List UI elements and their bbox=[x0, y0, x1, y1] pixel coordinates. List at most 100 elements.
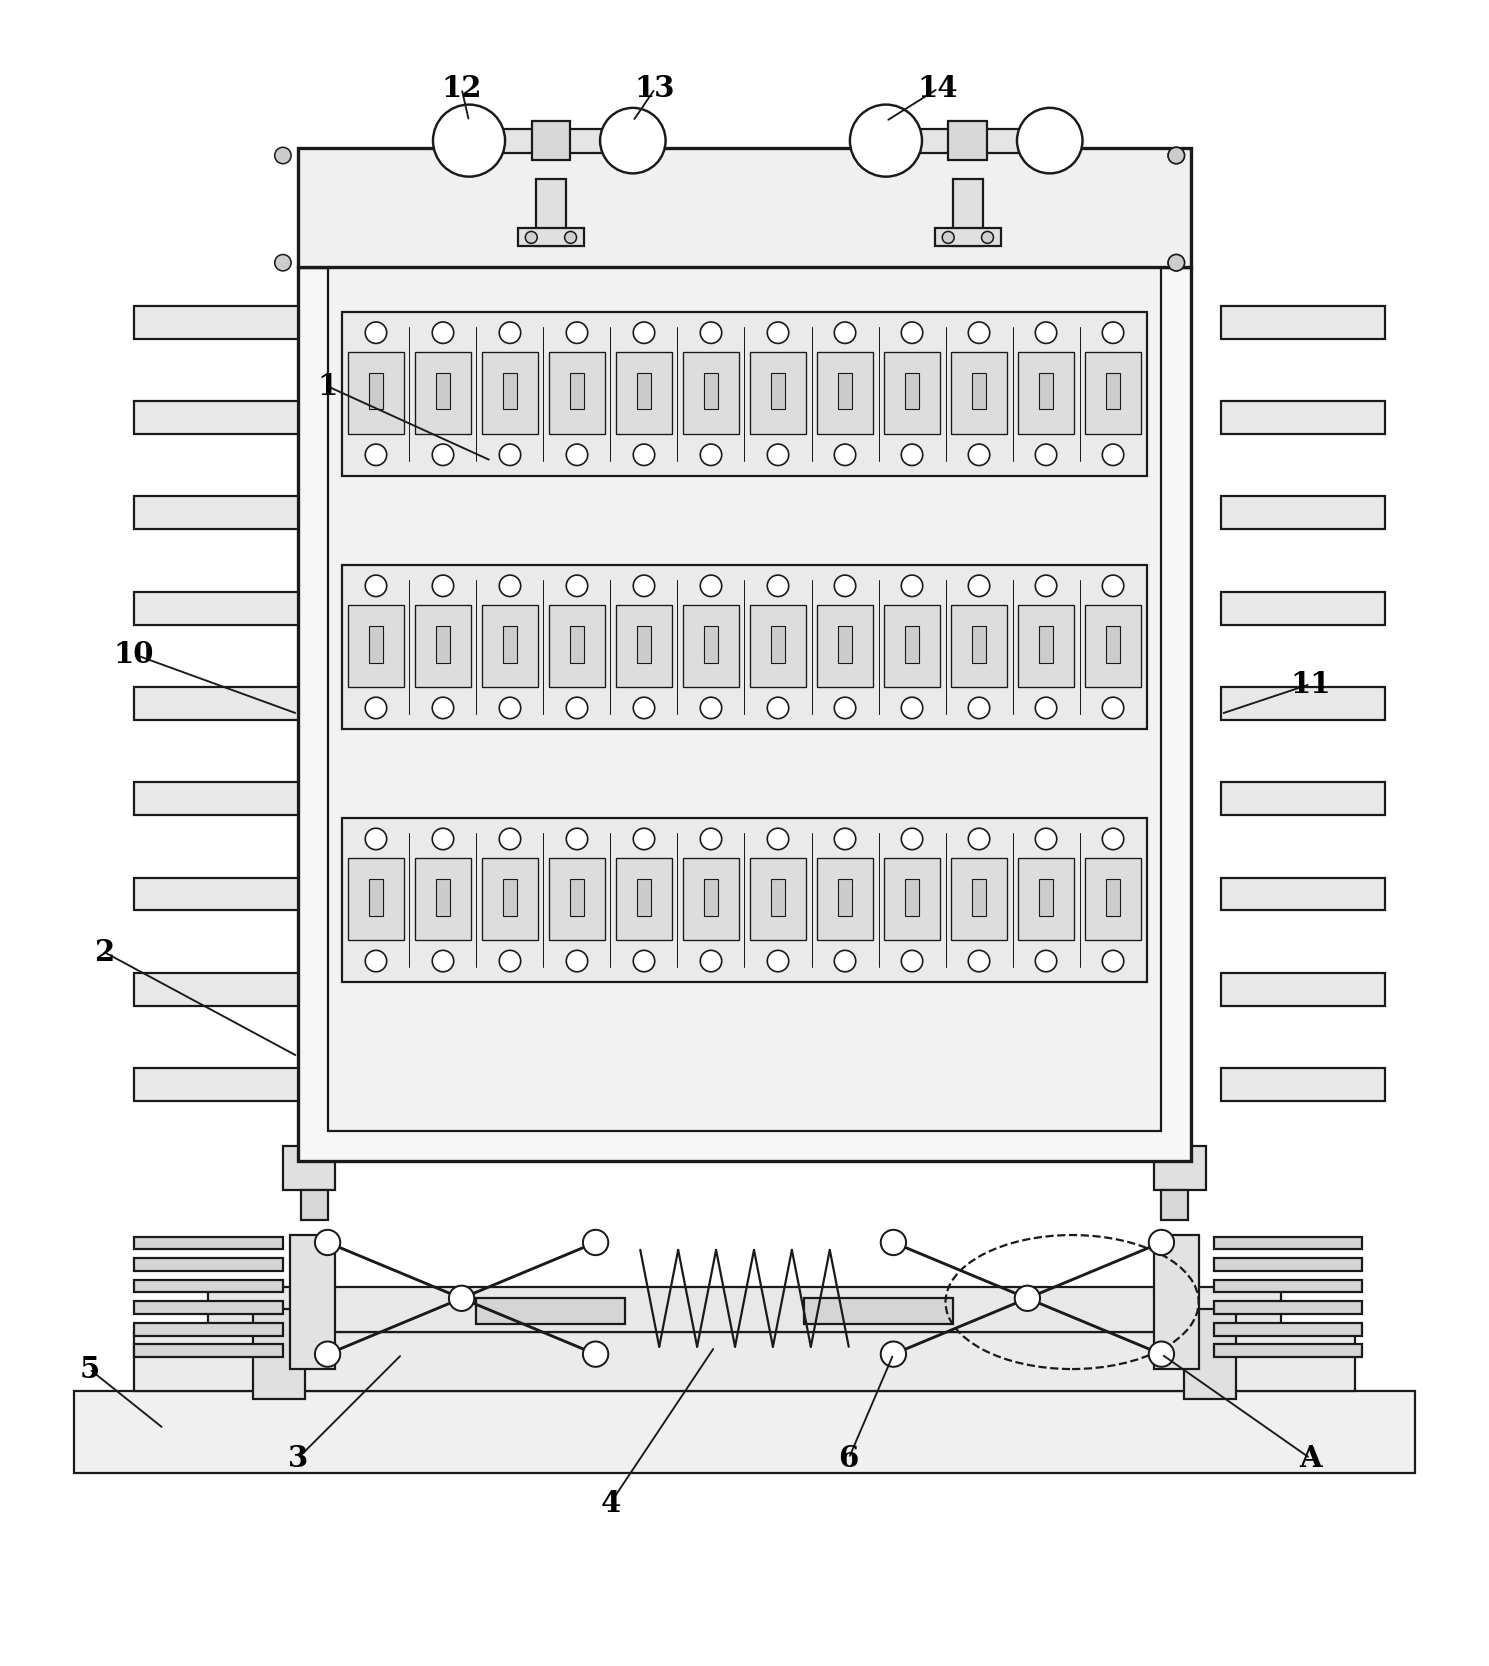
Circle shape bbox=[365, 696, 387, 718]
Circle shape bbox=[564, 232, 576, 243]
Circle shape bbox=[834, 322, 856, 343]
Bar bbox=[570, 626, 584, 663]
Bar bbox=[816, 352, 873, 433]
Bar bbox=[1106, 626, 1120, 663]
Bar bbox=[503, 878, 517, 916]
Circle shape bbox=[968, 445, 990, 465]
Bar bbox=[134, 686, 298, 720]
Circle shape bbox=[450, 1286, 474, 1311]
Bar bbox=[134, 1279, 283, 1293]
Bar bbox=[682, 352, 739, 433]
Circle shape bbox=[316, 1341, 339, 1366]
Bar bbox=[1214, 1279, 1362, 1293]
Circle shape bbox=[981, 232, 993, 243]
Bar bbox=[549, 858, 605, 940]
Bar bbox=[570, 373, 584, 410]
Circle shape bbox=[633, 696, 655, 718]
Circle shape bbox=[1148, 1230, 1173, 1254]
Circle shape bbox=[432, 322, 454, 343]
Bar bbox=[771, 626, 785, 663]
Circle shape bbox=[901, 950, 923, 971]
Bar bbox=[704, 373, 718, 410]
Circle shape bbox=[968, 575, 990, 596]
Bar bbox=[134, 496, 298, 530]
Circle shape bbox=[365, 445, 387, 465]
Bar bbox=[972, 878, 986, 916]
Bar bbox=[637, 626, 651, 663]
Bar bbox=[369, 373, 383, 410]
Bar bbox=[704, 878, 718, 916]
Bar bbox=[347, 352, 404, 433]
Circle shape bbox=[1035, 322, 1057, 343]
Bar bbox=[1084, 858, 1141, 940]
Bar bbox=[616, 352, 673, 433]
Bar bbox=[1214, 1258, 1362, 1271]
Bar bbox=[905, 878, 919, 916]
Text: 14: 14 bbox=[917, 73, 959, 103]
Bar bbox=[134, 878, 298, 910]
Circle shape bbox=[700, 575, 722, 596]
Bar bbox=[637, 373, 651, 410]
Circle shape bbox=[365, 322, 387, 343]
Circle shape bbox=[633, 950, 655, 971]
Bar bbox=[134, 1068, 298, 1101]
Circle shape bbox=[633, 575, 655, 596]
Circle shape bbox=[1035, 950, 1057, 971]
Text: 2: 2 bbox=[94, 938, 115, 966]
Bar bbox=[436, 878, 450, 916]
Bar bbox=[347, 858, 404, 940]
Circle shape bbox=[834, 696, 856, 718]
Bar bbox=[1039, 626, 1053, 663]
Circle shape bbox=[700, 445, 722, 465]
Bar bbox=[1214, 1301, 1362, 1314]
Bar bbox=[972, 373, 986, 410]
Circle shape bbox=[566, 322, 588, 343]
Bar bbox=[951, 858, 1008, 940]
Bar bbox=[682, 858, 739, 940]
Circle shape bbox=[767, 445, 789, 465]
Text: 10: 10 bbox=[113, 640, 155, 668]
Circle shape bbox=[633, 322, 655, 343]
Bar bbox=[503, 626, 517, 663]
Circle shape bbox=[582, 1230, 608, 1254]
Bar bbox=[951, 605, 1008, 686]
Circle shape bbox=[901, 445, 923, 465]
Circle shape bbox=[316, 1230, 339, 1254]
Bar bbox=[290, 1235, 335, 1369]
Circle shape bbox=[881, 1230, 905, 1254]
Circle shape bbox=[365, 575, 387, 596]
Bar bbox=[905, 626, 919, 663]
Circle shape bbox=[901, 828, 923, 850]
Bar bbox=[134, 1258, 283, 1271]
Circle shape bbox=[968, 828, 990, 850]
Circle shape bbox=[1035, 696, 1057, 718]
Bar bbox=[682, 605, 739, 686]
Bar bbox=[347, 605, 404, 686]
Bar bbox=[482, 352, 538, 433]
Circle shape bbox=[834, 950, 856, 971]
Bar bbox=[1154, 1235, 1199, 1369]
Bar bbox=[771, 878, 785, 916]
Bar bbox=[134, 1323, 283, 1336]
Bar bbox=[838, 878, 852, 916]
Circle shape bbox=[566, 696, 588, 718]
Bar bbox=[134, 1236, 283, 1250]
Bar bbox=[1214, 1236, 1362, 1250]
Bar bbox=[549, 352, 605, 433]
Circle shape bbox=[1102, 445, 1124, 465]
Bar bbox=[935, 228, 1001, 247]
Bar bbox=[1161, 1191, 1188, 1220]
Circle shape bbox=[1035, 575, 1057, 596]
Circle shape bbox=[365, 828, 387, 850]
Bar bbox=[637, 878, 651, 916]
Circle shape bbox=[700, 322, 722, 343]
Bar bbox=[838, 373, 852, 410]
Circle shape bbox=[767, 696, 789, 718]
Bar bbox=[1106, 878, 1120, 916]
Bar bbox=[905, 373, 919, 410]
Bar bbox=[1221, 402, 1385, 433]
Bar bbox=[503, 373, 517, 410]
Circle shape bbox=[582, 1341, 608, 1366]
Circle shape bbox=[499, 950, 521, 971]
Bar bbox=[1084, 352, 1141, 433]
